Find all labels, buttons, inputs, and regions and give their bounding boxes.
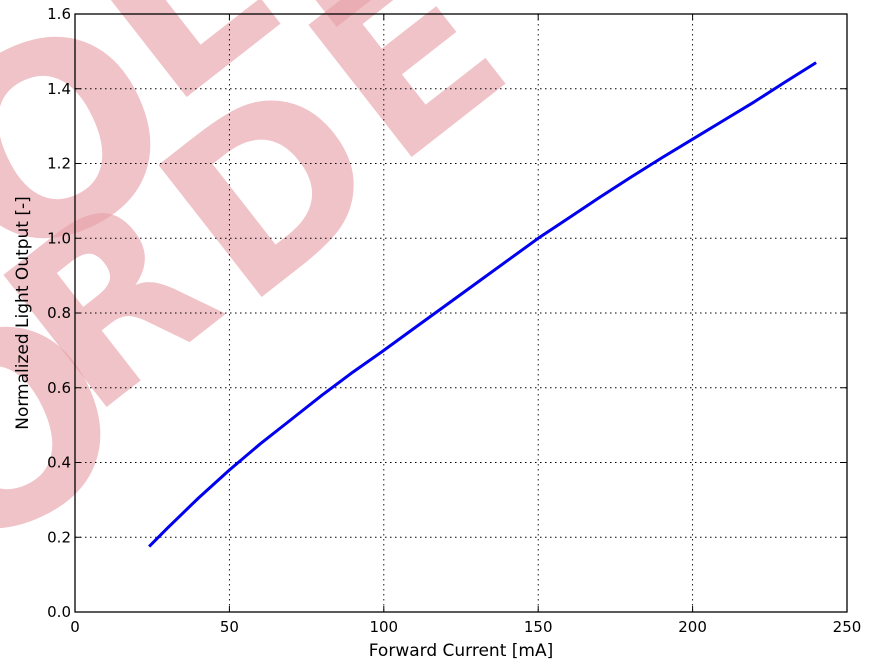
x-tick-label: 0 bbox=[70, 618, 80, 636]
y-tick-label: 1.2 bbox=[47, 155, 71, 173]
y-tick-label: 0.4 bbox=[47, 454, 71, 472]
x-axis-label: Forward Current [mA] bbox=[369, 641, 553, 661]
y-tick-label: 0.2 bbox=[47, 528, 71, 546]
watermark: OLDRDEO bbox=[0, 0, 553, 616]
x-tick-label: 150 bbox=[524, 618, 553, 636]
y-tick-label: 0.0 bbox=[47, 603, 71, 621]
y-tick-label: 1.0 bbox=[47, 229, 71, 247]
y-tick-label: 0.8 bbox=[47, 304, 71, 322]
x-tick-label: 100 bbox=[369, 618, 398, 636]
series-line bbox=[148, 61, 817, 548]
y-tick-label: 0.6 bbox=[47, 379, 71, 397]
y-tick-label: 1.6 bbox=[47, 5, 71, 23]
x-tick-label: 50 bbox=[220, 618, 239, 636]
x-tick-label: 250 bbox=[833, 618, 862, 636]
ticks: 0 50 100 150 200 250 0.0 0.2 0.4 0.6 0.8 1.0 1.2 1.4 1… bbox=[47, 5, 861, 636]
series-layer bbox=[148, 61, 817, 548]
grid bbox=[75, 14, 847, 612]
y-axis-label: Normalized Light Output [-] bbox=[13, 196, 33, 430]
x-tick-label: 200 bbox=[678, 618, 707, 636]
y-tick-label: 1.4 bbox=[47, 80, 71, 98]
